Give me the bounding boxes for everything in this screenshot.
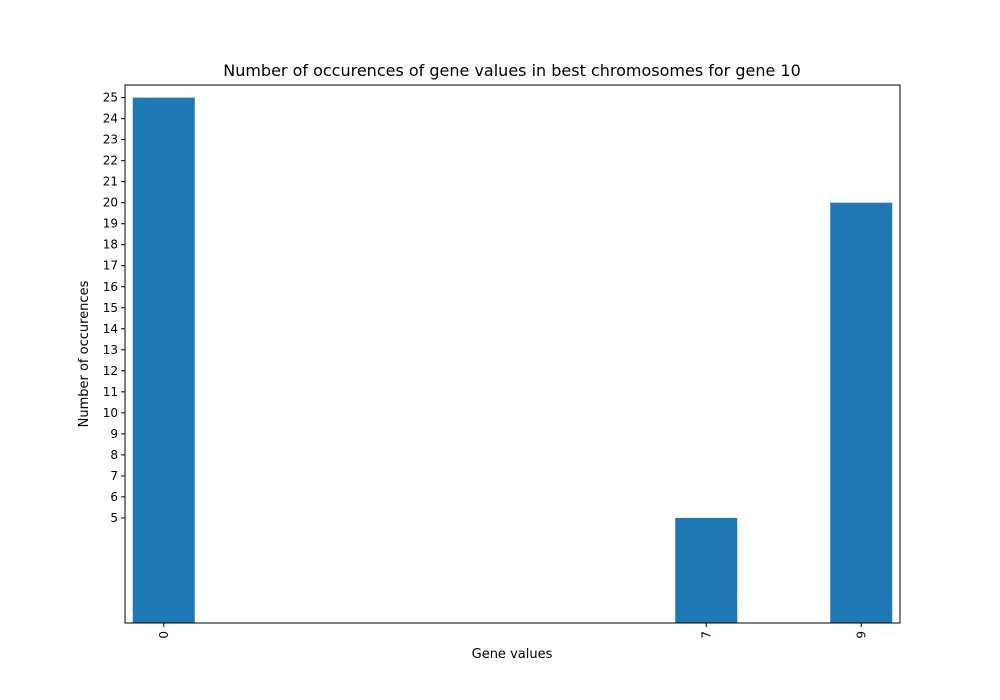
y-tick-label: 8 (110, 448, 118, 462)
bar-9 (830, 202, 893, 623)
y-tick-label: 16 (103, 280, 118, 294)
bars-layer (132, 97, 893, 623)
bar-7 (675, 517, 738, 623)
plot-frame (124, 84, 901, 624)
y-tick-label: 18 (103, 238, 118, 252)
y-tick-label: 9 (110, 427, 118, 441)
x-axis: 0 7 9 (157, 623, 868, 639)
y-tick-label: 24 (103, 112, 118, 126)
y-tick-label: 11 (103, 385, 118, 399)
y-tick-label: 7 (110, 469, 118, 483)
y-axis: 5 6 7 8 9 10 11 12 13 14 15 16 17 18 19 20 21 22 23 24 25 (103, 91, 125, 525)
y-tick-label: 17 (103, 259, 118, 273)
y-tick-label: 22 (103, 154, 118, 168)
y-tick-label: 25 (103, 91, 118, 105)
y-tick-label: 21 (103, 175, 118, 189)
y-tick-label: 23 (103, 133, 118, 147)
y-tick-label: 20 (103, 196, 118, 210)
x-axis-label: Gene values (472, 647, 553, 662)
y-tick-label: 6 (110, 490, 118, 504)
y-axis-label: Number of occurences (77, 280, 92, 427)
bar-0 (132, 97, 195, 623)
x-tick-label: 9 (854, 631, 868, 639)
y-tick-label: 14 (103, 322, 118, 336)
y-tick-label: 19 (103, 217, 118, 231)
y-tick-label: 12 (103, 364, 118, 378)
x-tick-label: 7 (699, 631, 713, 639)
chart-title: Number of occurences of gene values in b… (223, 61, 801, 80)
y-tick-label: 15 (103, 301, 118, 315)
y-tick-label: 13 (103, 343, 118, 357)
y-tick-label: 10 (103, 406, 118, 420)
x-tick-label: 0 (157, 631, 171, 639)
y-tick-label: 5 (110, 511, 118, 525)
